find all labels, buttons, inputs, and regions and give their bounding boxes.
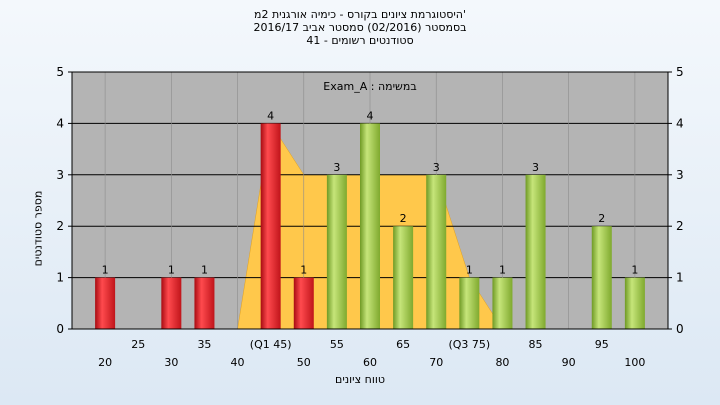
bar-value-label: 2: [400, 212, 407, 225]
title-line-3: 41 - סטודנטים רשומים: [306, 34, 414, 47]
y-tick-label-right: 0: [676, 322, 684, 336]
histogram-bar: [95, 277, 116, 329]
y-axis-label: מספר סטודנטים: [31, 190, 45, 267]
y-tick-label-right: 4: [676, 116, 684, 130]
bar-value-label: 1: [499, 264, 506, 277]
y-tick-label-left: 3: [56, 168, 64, 182]
histogram-bar: [426, 174, 447, 329]
exam-annotation: Exam_A : במשימה: [323, 80, 416, 93]
y-tick-label-left: 5: [56, 65, 64, 79]
bar-value-label: 1: [631, 264, 638, 277]
histogram-bar: [624, 277, 645, 329]
x-tick-label-lower: 70: [429, 356, 443, 369]
histogram-bar: [525, 174, 546, 329]
histogram-bar: [360, 123, 380, 330]
y-tick-label-left: 0: [56, 322, 64, 336]
x-tick-label-upper: 95: [595, 338, 609, 351]
histogram-bar: [492, 277, 513, 329]
x-tick-label-upper: 85: [529, 338, 543, 351]
bar-value-label: 1: [466, 264, 473, 277]
chart-title: היסטוגרמת ציונים בקורס - כימיה אורגנית 2…: [0, 8, 720, 47]
y-tick-label-right: 3: [676, 168, 684, 182]
histogram-bar: [326, 174, 347, 329]
title-line-2: בסמסטר (02/2016) סמסטר אביב 2016/17: [253, 21, 467, 34]
x-tick-label-upper: 55: [330, 338, 344, 351]
bar-value-label: 1: [168, 264, 175, 277]
bar-value-label: 2: [598, 212, 605, 225]
x-tick-label-upper: 35: [197, 338, 211, 351]
x-tick-label-lower: 20: [98, 356, 112, 369]
bar-value-label: 1: [300, 264, 307, 277]
y-tick-label-left: 4: [56, 116, 64, 130]
histogram-bar: [459, 277, 480, 329]
x-tick-label-lower: 60: [363, 356, 377, 369]
x-tick-label-lower: 80: [495, 356, 509, 369]
bar-value-label: 1: [201, 264, 208, 277]
x-tick-label-upper: (Q3 75): [448, 338, 490, 351]
y-tick-label-right: 1: [676, 271, 684, 285]
y-tick-label-left: 1: [56, 271, 64, 285]
x-tick-label-upper: (Q1 45): [250, 338, 292, 351]
x-tick-label-lower: 30: [164, 356, 178, 369]
histogram-bar: [393, 226, 414, 329]
bar-value-label: 3: [433, 161, 440, 174]
x-tick-label-upper: 25: [131, 338, 145, 351]
y-tick-label-right: 2: [676, 219, 684, 233]
bar-value-label: 3: [532, 161, 539, 174]
histogram-bar: [260, 123, 281, 330]
histogram-bar: [161, 277, 182, 329]
plot-border: [71, 71, 669, 330]
title-line-1: היסטוגרמת ציונים בקורס - כימיה אורגנית 2…: [253, 8, 467, 21]
x-tick-label-lower: 100: [624, 356, 645, 369]
x-tick-label-lower: 50: [297, 356, 311, 369]
x-tick-label-lower: 90: [562, 356, 576, 369]
y-tick-label-left: 2: [56, 219, 64, 233]
x-tick-label-lower: 40: [231, 356, 245, 369]
x-axis-label: טווח ציונים: [335, 373, 385, 386]
histogram-bar: [194, 277, 215, 329]
bar-value-label: 4: [367, 109, 374, 122]
histogram-bar: [293, 277, 314, 329]
bar-value-label: 1: [102, 264, 109, 277]
bar-value-label: 4: [267, 109, 274, 122]
y-tick-label-right: 5: [676, 65, 684, 79]
bar-value-label: 3: [333, 161, 340, 174]
x-tick-label-upper: 65: [396, 338, 410, 351]
histogram-bar: [591, 226, 612, 329]
